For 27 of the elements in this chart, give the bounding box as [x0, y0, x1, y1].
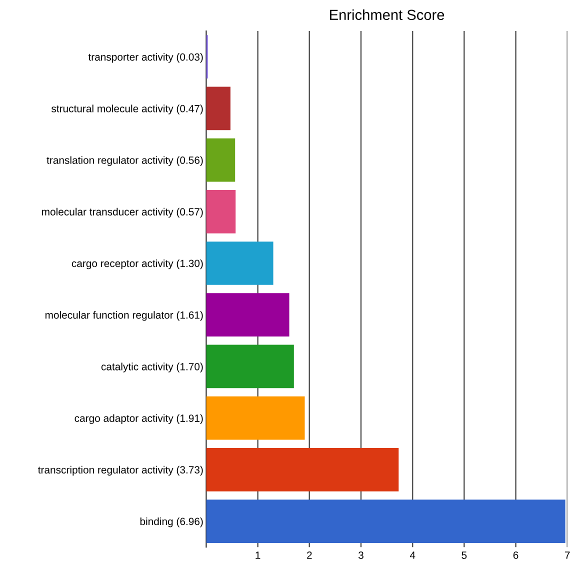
bar [206, 344, 294, 388]
bar [206, 242, 274, 285]
y-tick-label: transcription regulator activity (3.73) [38, 466, 203, 476]
y-tick-label: transporter activity (0.03) [88, 53, 203, 63]
y-tick-label: molecular function regulator (1.61) [45, 311, 203, 321]
x-tick-label: 6 [513, 552, 518, 559]
x-tick-label: 3 [358, 552, 364, 559]
y-tick-label: translation regulator activity (0.56) [46, 156, 203, 166]
bar [206, 190, 236, 234]
bar [206, 293, 290, 337]
y-tick-label: cargo receptor activity (1.30) [72, 259, 203, 270]
x-tick-label: 1 [256, 552, 260, 559]
x-tick-label: 4 [410, 552, 416, 559]
chart-title: Enrichment Score [330, 9, 444, 20]
bar [206, 396, 305, 440]
x-tick-label: 5 [462, 552, 467, 559]
y-tick-label: catalytic activity (1.70) [101, 362, 203, 372]
bar [206, 448, 399, 492]
y-tick-label: cargo adaptor activity (1.91) [74, 414, 203, 424]
y-tick-label: structural molecule activity (0.47) [51, 104, 203, 114]
y-tick-label: molecular transducer activity (0.57) [42, 208, 203, 218]
bar [206, 86, 230, 130]
bar [206, 500, 566, 543]
bar [206, 138, 236, 182]
x-tick-label: 7 [564, 552, 570, 559]
x-tick-label: 2 [307, 552, 312, 559]
y-tick-label: binding (6.96) [140, 518, 203, 528]
